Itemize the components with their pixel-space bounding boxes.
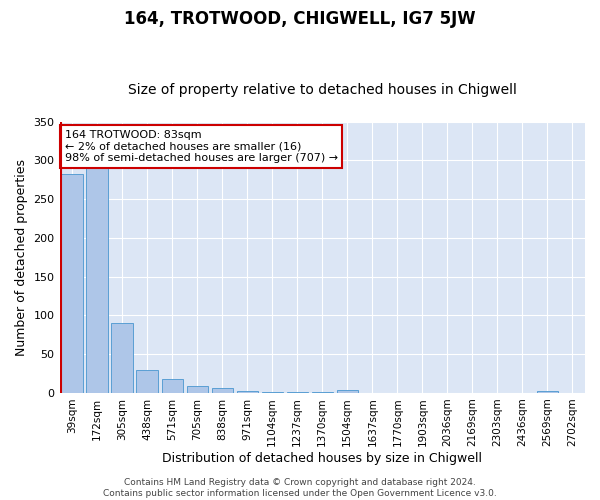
Bar [311, 392, 333, 393]
Title: Size of property relative to detached houses in Chigwell: Size of property relative to detached ho… [128, 83, 517, 97]
Bar [337, 390, 358, 393]
Text: Contains HM Land Registry data © Crown copyright and database right 2024.
Contai: Contains HM Land Registry data © Crown c… [103, 478, 497, 498]
Bar [161, 379, 183, 393]
Bar [537, 390, 558, 393]
Bar [287, 392, 308, 393]
Text: 164 TROTWOOD: 83sqm
← 2% of detached houses are smaller (16)
98% of semi-detache: 164 TROTWOOD: 83sqm ← 2% of detached hou… [65, 130, 338, 163]
Bar [136, 370, 158, 393]
Bar [61, 174, 83, 393]
Bar [187, 386, 208, 393]
Text: 164, TROTWOOD, CHIGWELL, IG7 5JW: 164, TROTWOOD, CHIGWELL, IG7 5JW [124, 10, 476, 28]
Bar [262, 392, 283, 393]
Bar [236, 390, 258, 393]
Bar [212, 388, 233, 393]
Y-axis label: Number of detached properties: Number of detached properties [15, 159, 28, 356]
Bar [112, 323, 133, 393]
X-axis label: Distribution of detached houses by size in Chigwell: Distribution of detached houses by size … [162, 452, 482, 465]
Bar [86, 168, 108, 393]
